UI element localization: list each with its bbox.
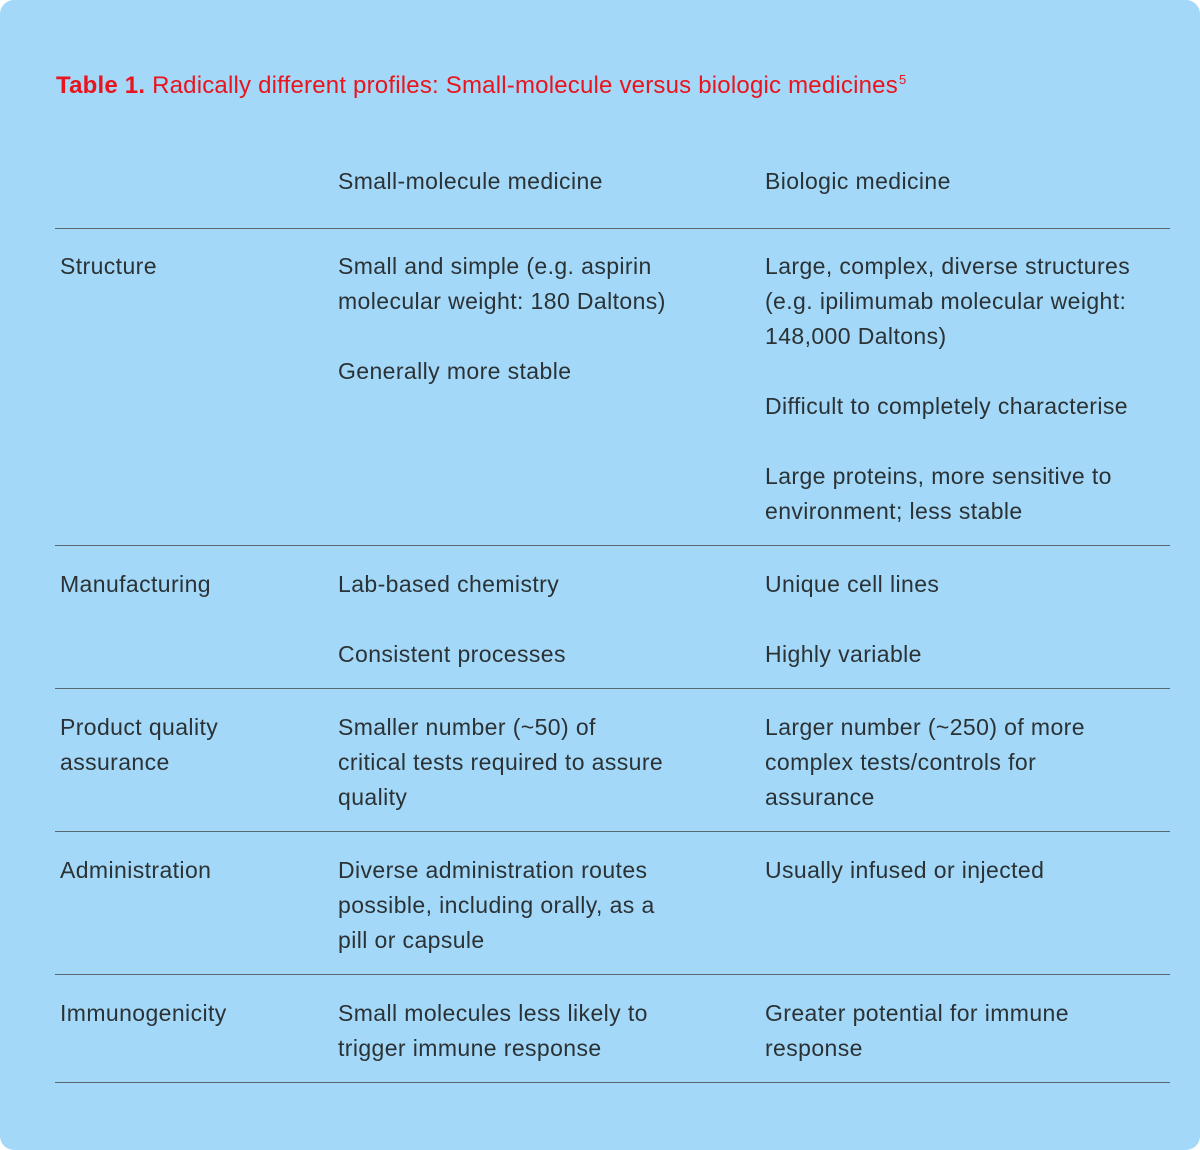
- cell-paragraph: Small and simple (e.g. aspirin molecular…: [338, 253, 666, 314]
- cell-paragraph: Highly variable: [765, 641, 922, 667]
- table-caption: Radically different profiles: Small-mole…: [152, 72, 898, 99]
- table-row: Manufacturing Lab-based chemistry Consiste…: [55, 546, 1170, 689]
- biologic-cell: Unique cell lines Highly variable: [765, 567, 1170, 672]
- footnote-ref: 5: [898, 72, 907, 87]
- cell-paragraph: Greater potential for immune response: [765, 1000, 1069, 1061]
- row-label-text: Immunogenicity: [60, 1000, 227, 1026]
- cell-paragraph: Unique cell lines: [765, 571, 940, 597]
- cell-paragraph: Small molecules less likely to trigger i…: [338, 1000, 648, 1061]
- small-molecule-cell: Smaller number (~50) of critical tests r…: [338, 710, 765, 815]
- table-header: Small-molecule medicine Biologic medicin…: [55, 164, 1170, 229]
- table-title: Table 1. Radically different profiles: S…: [56, 72, 906, 100]
- row-label-text: Product quality assurance: [60, 714, 219, 775]
- small-molecule-cell: Small molecules less likely to trigger i…: [338, 996, 765, 1066]
- row-label: Manufacturing: [55, 567, 338, 672]
- cell-paragraph: Larger number (~250) of more complex tes…: [765, 714, 1085, 810]
- row-label-text: Administration: [60, 857, 212, 883]
- row-label: Administration: [55, 853, 338, 958]
- cell-paragraph: Consistent processes: [338, 641, 566, 667]
- column-header-biologic: Biologic medicine: [765, 168, 951, 194]
- biologic-cell: Large, complex, diverse structures (e.g.…: [765, 249, 1170, 529]
- row-label-text: Structure: [60, 253, 157, 279]
- row-label: Product quality assurance: [55, 710, 338, 815]
- table-body: Structure Small and simple (e.g. aspirin …: [55, 228, 1170, 1083]
- small-molecule-cell: Lab-based chemistry Consistent processes: [338, 567, 765, 672]
- table-row: Structure Small and simple (e.g. aspirin …: [55, 228, 1170, 546]
- small-molecule-cell: Small and simple (e.g. aspirin molecular…: [338, 249, 765, 529]
- row-label: Structure: [55, 249, 338, 529]
- cell-paragraph: Smaller number (~50) of critical tests r…: [338, 714, 664, 810]
- table-row: Product quality assurance Smaller number …: [55, 689, 1170, 832]
- cell-paragraph: Large, complex, diverse structures (e.g.…: [765, 253, 1131, 349]
- biologic-cell: Larger number (~250) of more complex tes…: [765, 710, 1170, 815]
- biologic-cell: Usually infused or injected: [765, 853, 1170, 958]
- row-label: Immunogenicity: [55, 996, 338, 1066]
- cell-paragraph: Usually infused or injected: [765, 857, 1045, 883]
- table-row: Administration Diverse administration rou…: [55, 832, 1170, 975]
- cell-paragraph: Diverse administration routes possible, …: [338, 857, 655, 953]
- cell-paragraph: Generally more stable: [338, 358, 572, 384]
- row-label-text: Manufacturing: [60, 571, 211, 597]
- cell-paragraph: Lab-based chemistry: [338, 571, 560, 597]
- table-row: Immunogenicity Small molecules less likel…: [55, 975, 1170, 1083]
- cell-paragraph: Large proteins, more sensitive to enviro…: [765, 463, 1112, 524]
- cell-paragraph: Difficult to completely characterise: [765, 393, 1128, 419]
- column-header-small-molecule: Small-molecule medicine: [338, 168, 603, 194]
- biologic-cell: Greater potential for immune response: [765, 996, 1170, 1066]
- table-number: Table 1.: [56, 72, 146, 99]
- small-molecule-cell: Diverse administration routes possible, …: [338, 853, 765, 958]
